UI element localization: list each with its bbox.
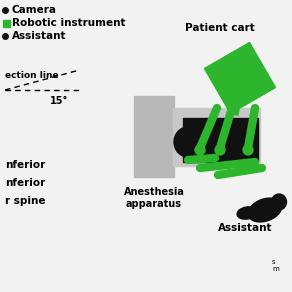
Text: nferior: nferior (5, 160, 45, 170)
Text: Robotic instrument: Robotic instrument (12, 18, 126, 28)
Text: Patient cart: Patient cart (185, 23, 255, 33)
Bar (183, 118, 258, 162)
Text: Anesthesia
apparatus: Anesthesia apparatus (124, 187, 185, 208)
Ellipse shape (195, 145, 205, 155)
Bar (3, 20, 10, 27)
Text: nferior: nferior (5, 178, 45, 188)
Text: 15°: 15° (50, 96, 68, 106)
Text: Assistant: Assistant (12, 31, 67, 41)
Ellipse shape (174, 127, 202, 157)
Ellipse shape (243, 145, 253, 155)
Bar (173, 108, 260, 166)
Text: Assistant: Assistant (218, 223, 272, 233)
Ellipse shape (237, 207, 257, 219)
Polygon shape (204, 42, 276, 114)
Text: ection line: ection line (5, 70, 59, 79)
Text: Camera: Camera (12, 5, 57, 15)
Ellipse shape (215, 145, 225, 155)
Ellipse shape (272, 194, 286, 210)
Ellipse shape (248, 198, 282, 222)
Text: s
m: s m (272, 259, 279, 272)
Bar (134, 96, 174, 177)
Text: r spine: r spine (5, 196, 46, 206)
